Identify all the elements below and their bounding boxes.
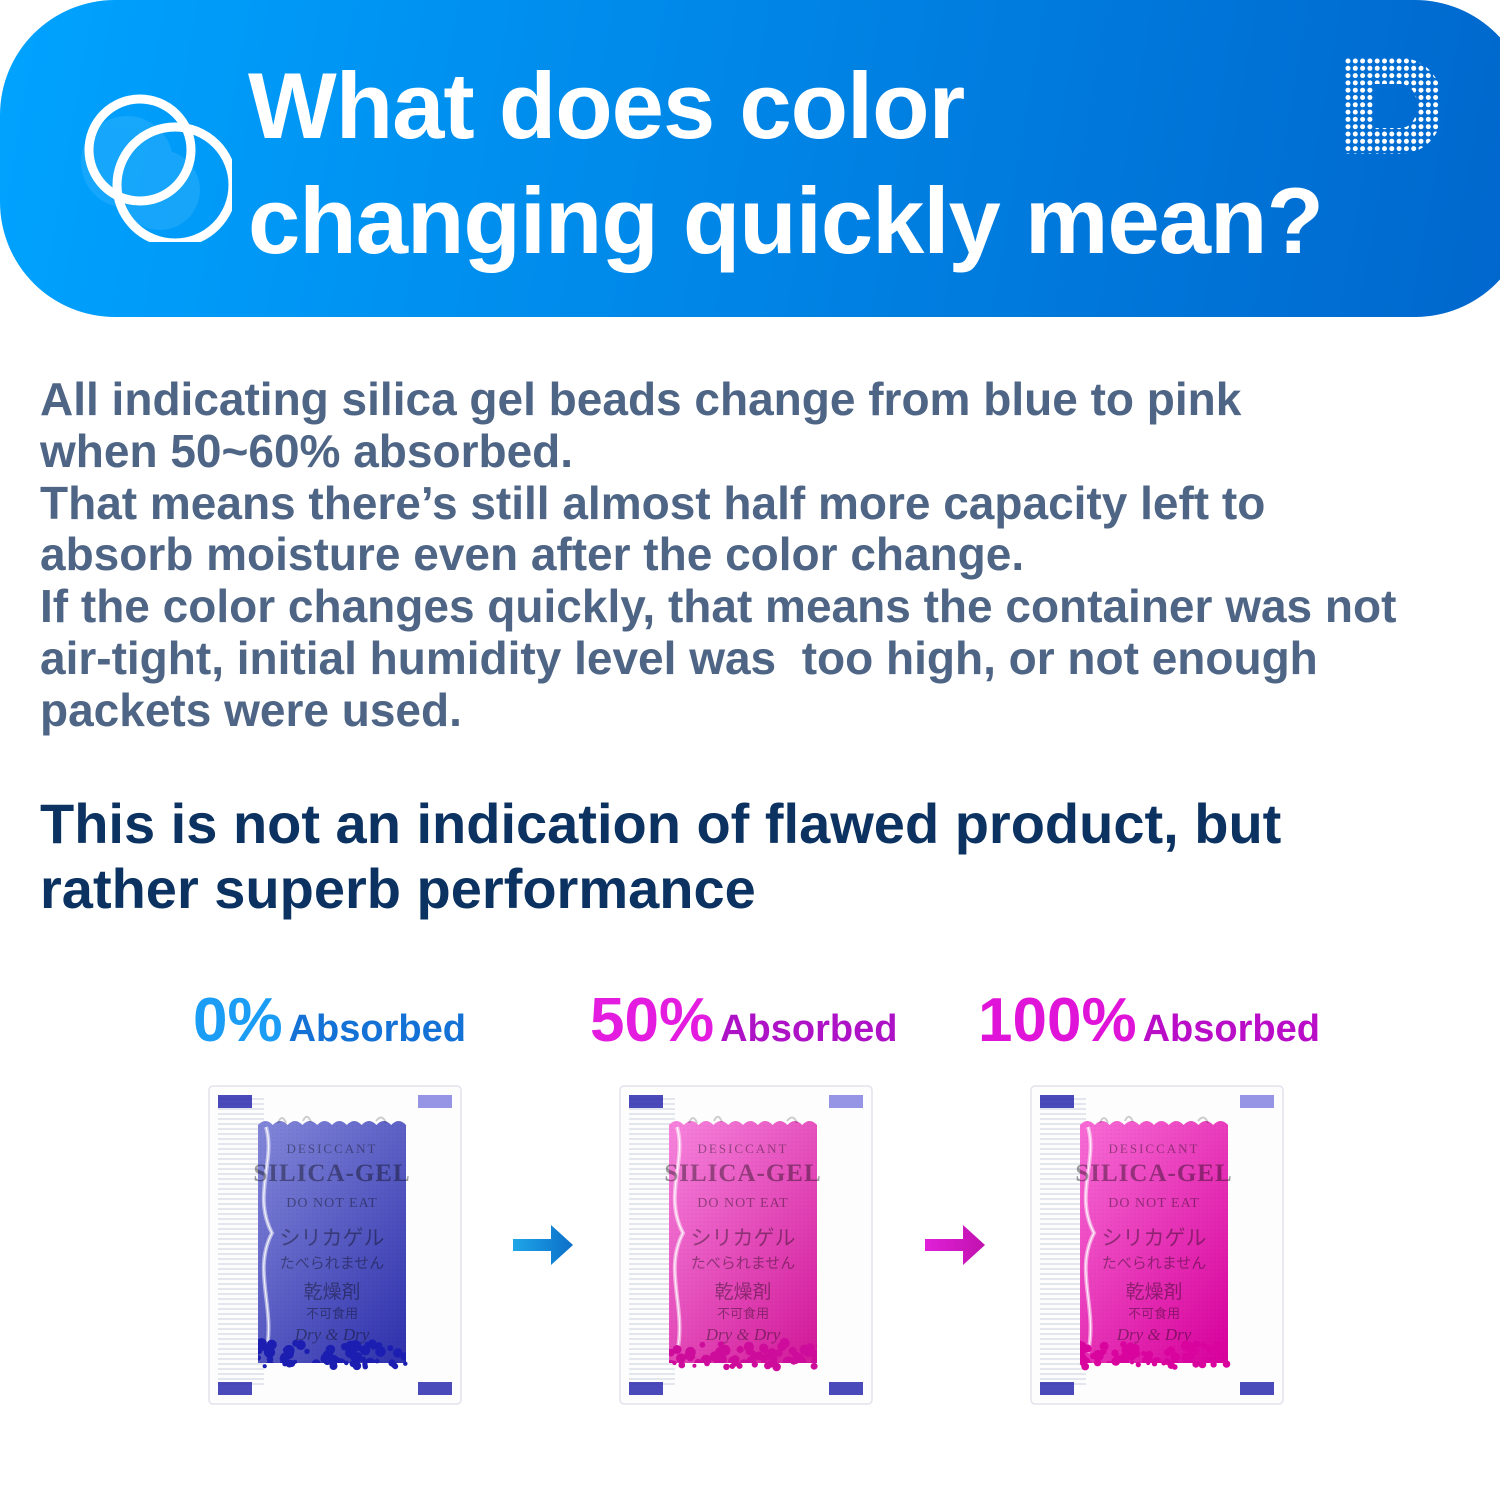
svg-text:不可食用: 不可食用 [306,1306,358,1321]
svg-text:DESICCANT: DESICCANT [1109,1141,1200,1156]
svg-text:SILICA-GEL: SILICA-GEL [253,1160,410,1187]
svg-text:DO NOT EAT: DO NOT EAT [1108,1196,1199,1211]
svg-text:たべられません: たべられません [691,1255,796,1272]
svg-text:シリカゲル: シリカゲル [691,1226,796,1250]
svg-text:乾燥剤: 乾燥剤 [303,1281,360,1303]
svg-text:DESICCANT: DESICCANT [287,1141,378,1156]
svg-text:不可食用: 不可食用 [1128,1306,1180,1321]
svg-text:DO NOT EAT: DO NOT EAT [697,1196,788,1211]
svg-text:DESICCANT: DESICCANT [698,1141,789,1156]
svg-text:SILICA-GEL: SILICA-GEL [664,1160,821,1187]
svg-text:乾燥剤: 乾燥剤 [1125,1281,1182,1303]
svg-text:乾燥剤: 乾燥剤 [714,1281,771,1303]
svg-text:DO NOT EAT: DO NOT EAT [286,1196,377,1211]
svg-text:不可食用: 不可食用 [717,1306,769,1321]
svg-text:たべられません: たべられません [1102,1255,1207,1272]
svg-text:シリカゲル: シリカゲル [280,1226,385,1250]
svg-text:シリカゲル: シリカゲル [1102,1226,1207,1250]
svg-text:たべられません: たべられません [280,1255,385,1272]
svg-text:Dry & Dry: Dry & Dry [1116,1325,1192,1344]
svg-text:Dry & Dry: Dry & Dry [705,1325,781,1344]
svg-text:SILICA-GEL: SILICA-GEL [1075,1160,1232,1187]
